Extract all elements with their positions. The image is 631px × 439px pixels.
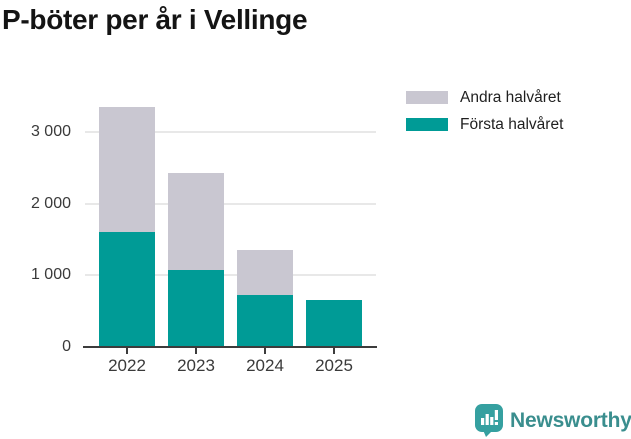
bar-2023-forsta-halvaret: [168, 269, 224, 347]
x-tick-2023: [195, 348, 197, 354]
bar-2024-forsta-halvaret: [237, 295, 293, 347]
gridline-3000: [85, 131, 376, 133]
x-tick-label-2022: 2022: [108, 356, 146, 375]
newsworthy-logo: Newsworthy: [474, 403, 631, 438]
y-tick-label-3000: 3 000: [30, 123, 71, 140]
chart-title: P-böter per år i Vellinge: [2, 4, 308, 35]
gridline-2000: [85, 202, 376, 205]
gridline-1000: [85, 274, 376, 277]
bar-2024-andra-halvaret: [237, 249, 293, 296]
legend-label-andra-halvaret: Andra halvåret: [460, 88, 561, 106]
legend-swatch-andra-halvaret: [406, 91, 448, 104]
legend: Andra halvåret Första halvåret: [406, 88, 564, 145]
x-axis-line: [83, 346, 377, 348]
x-tick-2022: [126, 348, 128, 354]
y-tick-label-1000: 1 000: [30, 266, 71, 284]
x-tick-label-2023: 2023: [177, 356, 215, 375]
newsworthy-wordmark: Newsworthy: [510, 408, 631, 432]
bar-2023-andra-halvaret: [168, 172, 224, 270]
legend-item-andra-halvaret: Andra halvåret: [406, 88, 563, 106]
y-tick-label-2000: 2 000: [30, 194, 71, 212]
legend-item-forsta-halvaret: Första halvåret: [406, 115, 564, 133]
x-tick-2025: [333, 348, 335, 354]
x-tick-2024: [264, 348, 266, 354]
bar-2022-forsta-halvaret: [99, 232, 155, 347]
x-tick-label-2024: 2024: [246, 356, 284, 375]
newsworthy-speech-bubble-bar-chart-icon: [475, 404, 503, 437]
bar-2022-andra-halvaret: [99, 106, 155, 233]
bar-2025-forsta-halvaret: [306, 300, 362, 347]
legend-label-forsta-halvaret: Första halvåret: [460, 115, 564, 133]
y-tick-label-0: 0: [62, 338, 71, 355]
x-tick-label-2025: 2025: [315, 356, 353, 375]
legend-swatch-forsta-halvaret: [406, 118, 448, 131]
